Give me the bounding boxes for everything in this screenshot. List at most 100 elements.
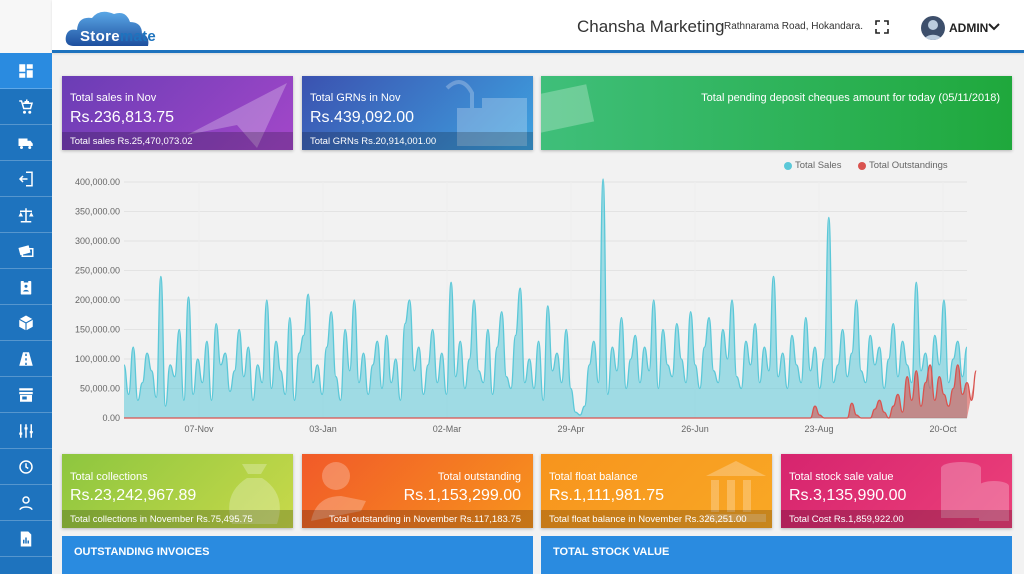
card-total-collections[interactable]: Total collections Rs.23,242,967.89 Total… — [62, 454, 293, 528]
series-area-sales — [124, 179, 967, 418]
card-footer: Total GRNs Rs.20,914,001.00 — [302, 132, 533, 150]
user-icon — [19, 495, 33, 510]
panel-title: OUTSTANDING INVOICES — [74, 546, 210, 558]
panel-total-stock-value[interactable]: TOTAL STOCK VALUE — [541, 536, 1012, 574]
x-tick-label: 23-Aug — [804, 424, 833, 434]
card-footer: Total collections in November Rs.75,495.… — [62, 510, 293, 528]
bank-icon — [706, 461, 766, 522]
card-label: Total float balance — [549, 471, 638, 483]
card-label: Total GRNs in Nov — [310, 92, 401, 104]
cloud-logo-icon — [65, 11, 149, 46]
add-cart-icon — [19, 99, 33, 114]
sidebar-item-dashboard[interactable] — [0, 53, 52, 89]
paper-plane-icon — [187, 83, 287, 148]
sidebar-item-routes[interactable] — [0, 341, 52, 377]
sales-chart: 0.00 50,000.00 100,000.00 150,000.00 200,000… — [75, 177, 977, 434]
clipboard-icon — [20, 279, 32, 294]
x-tick-label: 02-Mar — [433, 424, 462, 434]
card-pending-cheques[interactable]: Total pending deposit cheques amount for… — [541, 76, 1012, 150]
scale-icon — [18, 207, 34, 222]
company-name: Chansha Marketing — [577, 17, 725, 36]
history-icon — [19, 459, 33, 474]
company-address: Rathnarama Road, Hokandara. — [724, 21, 863, 32]
y-tick-label: 0.00 — [102, 413, 120, 423]
chevron-down-icon[interactable] — [988, 22, 1000, 32]
sidebar — [0, 0, 52, 574]
x-tick-label: 07-Nov — [184, 424, 214, 434]
truck-icon — [18, 138, 33, 149]
legend-item-sales[interactable]: Total Sales — [784, 160, 841, 171]
boxes-icon — [445, 80, 527, 146]
legend-label: Total Sales — [795, 160, 842, 171]
card-footer: Total float balance in November Rs.326,2… — [541, 510, 772, 528]
road-icon — [19, 351, 33, 366]
series-line-sales — [123, 178, 968, 416]
card-total-stock-sale[interactable]: Total stock sale value Rs.3,135,990.00 T… — [781, 454, 1012, 528]
card-total-grns[interactable]: Total GRNs in Nov Rs.439,092.00 Total GR… — [302, 76, 533, 150]
sidebar-item-users[interactable] — [0, 485, 52, 521]
legend-label: Total Outstandings — [869, 160, 948, 171]
store-icon — [19, 387, 33, 402]
card-total-sales[interactable]: Total sales in Nov Rs.236,813.75 Total s… — [62, 76, 293, 150]
credit-card-icon — [541, 84, 595, 134]
dashboard-icon — [19, 63, 33, 78]
card-label: Total sales in Nov — [70, 92, 157, 104]
y-tick-label: 250,000.00 — [75, 266, 120, 276]
legend-swatch — [784, 161, 792, 170]
user-menu-label[interactable]: ADMIN — [949, 21, 989, 35]
sidebar-item-reports[interactable] — [0, 521, 52, 557]
card-value: Rs.236,813.75 — [70, 109, 175, 126]
sidebar-item-returns[interactable] — [0, 161, 52, 197]
money-bag-icon — [229, 464, 280, 524]
series-line-outstandings — [124, 364, 977, 419]
sidebar-item-sales[interactable] — [0, 89, 52, 125]
card-value: Rs.23,242,967.89 — [70, 487, 197, 504]
card-label: Total outstanding — [437, 471, 521, 483]
logo-text: Storemate — [80, 28, 157, 45]
legend-swatch — [858, 161, 866, 170]
x-tick-label: 20-Oct — [929, 424, 957, 434]
logo[interactable]: Storemate — [62, 6, 162, 48]
sidebar-item-history[interactable] — [0, 449, 52, 485]
y-tick-label: 350,000.00 — [75, 207, 120, 217]
sidebar-item-orders[interactable] — [0, 269, 52, 305]
panel-title: TOTAL STOCK VALUE — [553, 546, 670, 558]
card-value: Rs.439,092.00 — [310, 109, 415, 126]
card-footer: Total Cost Rs.1,859,922.00 — [781, 510, 1012, 528]
header: Storemate Chansha Marketing Rathnarama R… — [52, 0, 1024, 53]
card-value: Rs.1,153,299.00 — [403, 487, 521, 504]
y-tick-label: 150,000.00 — [75, 325, 120, 335]
x-tick-label: 29-Apr — [557, 424, 584, 434]
sidebar-item-settings[interactable] — [0, 413, 52, 449]
sidebar-item-balance[interactable] — [0, 197, 52, 233]
card-footer: Total sales Rs.25,470,073.02 — [62, 132, 293, 150]
card-label: Total collections — [70, 471, 148, 483]
card-total-outstanding[interactable]: Total outstanding Rs.1,153,299.00 Total … — [302, 454, 533, 528]
y-tick-label: 300,000.00 — [75, 236, 120, 246]
sliders-icon — [19, 423, 33, 438]
panel-outstanding-invoices[interactable]: OUTSTANDING INVOICES — [62, 536, 533, 574]
user-avatar-icon — [924, 20, 942, 40]
card-total-float[interactable]: Total float balance Rs.1,111,981.75 Tota… — [541, 454, 772, 528]
sidebar-item-store[interactable] — [0, 377, 52, 413]
legend-item-outstandings[interactable]: Total Outstandings — [858, 160, 948, 171]
avatar[interactable] — [921, 16, 945, 40]
card-footer: Total outstanding in November Rs.117,183… — [302, 510, 533, 528]
y-tick-label: 200,000.00 — [75, 295, 120, 305]
money-hand-icon — [311, 462, 366, 521]
sidebar-item-delivery[interactable] — [0, 125, 52, 161]
sidebar-item-products[interactable] — [0, 305, 52, 341]
sidebar-item-cash[interactable] — [0, 233, 52, 269]
y-tick-label: 50,000.00 — [80, 384, 120, 394]
package-icon — [18, 315, 34, 330]
y-tick-label: 100,000.00 — [75, 354, 120, 364]
card-label: Total stock sale value — [789, 471, 894, 483]
fullscreen-icon[interactable] — [875, 20, 889, 34]
x-tick-label: 26-Jun — [681, 424, 709, 434]
card-value: Rs.3,135,990.00 — [789, 487, 907, 504]
report-icon — [20, 531, 32, 546]
y-tick-label: 400,000.00 — [75, 177, 120, 187]
cash-icon — [18, 244, 34, 257]
coins-icon — [941, 462, 1009, 521]
sidebar-top — [0, 0, 52, 53]
